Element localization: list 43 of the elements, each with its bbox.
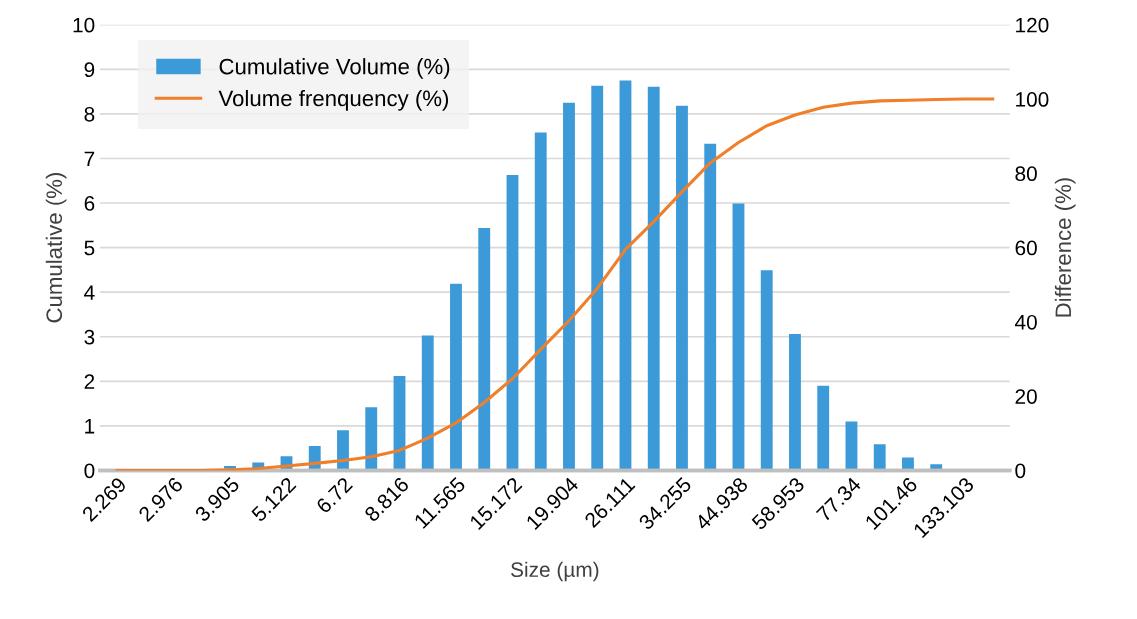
y-tick-label: 7 [84, 151, 95, 167]
y-tick-label: 9 [84, 62, 95, 78]
bar [845, 421, 858, 471]
bar [873, 444, 886, 471]
y-tick-label: 6 [84, 196, 95, 211]
bar [506, 174, 519, 471]
bar [760, 270, 773, 471]
y2-tick-label: 60 [1015, 240, 1037, 256]
y2-tick-label: 120 [1016, 17, 1049, 33]
bar [817, 385, 830, 471]
y2-tick-label: 80 [1015, 166, 1037, 182]
bar [337, 430, 349, 471]
y-tick-label: 10 [73, 17, 95, 33]
y-tick-label: 1 [85, 419, 95, 434]
y-axis-title: Cumulative (%) [45, 173, 67, 323]
bar [450, 283, 462, 471]
bar [704, 143, 717, 471]
bar [421, 335, 434, 471]
bar [591, 85, 604, 471]
x-tick-label: 6.72 [315, 476, 354, 515]
y-tick-label: 8 [84, 106, 95, 122]
bar [647, 86, 660, 471]
bar [365, 407, 378, 471]
bar [789, 334, 801, 471]
y2-axis-title: Difference (%) [1054, 178, 1076, 317]
bar [478, 227, 491, 471]
y2-tick-label: 40 [1015, 314, 1037, 330]
y2-tick-label: 0 [1015, 463, 1026, 479]
y-tick-label: 0 [84, 463, 95, 479]
legend-label: Cumulative Volume (%) [219, 58, 450, 79]
bar [732, 203, 745, 471]
y2-tick-label: 100 [1016, 92, 1049, 107]
bar [563, 102, 575, 471]
y-tick-label: 5 [84, 240, 95, 256]
bar [619, 80, 632, 471]
y-tick-label: 2 [84, 374, 95, 389]
y-tick-label: 4 [84, 285, 95, 300]
bar [676, 105, 688, 471]
legend-label: Volume frenquency (%) [218, 89, 449, 111]
x-axis-title: Size (µm) [511, 561, 599, 582]
y-tick-label: 3 [84, 329, 95, 345]
bar [534, 132, 547, 471]
y2-tick-label: 20 [1015, 389, 1037, 404]
